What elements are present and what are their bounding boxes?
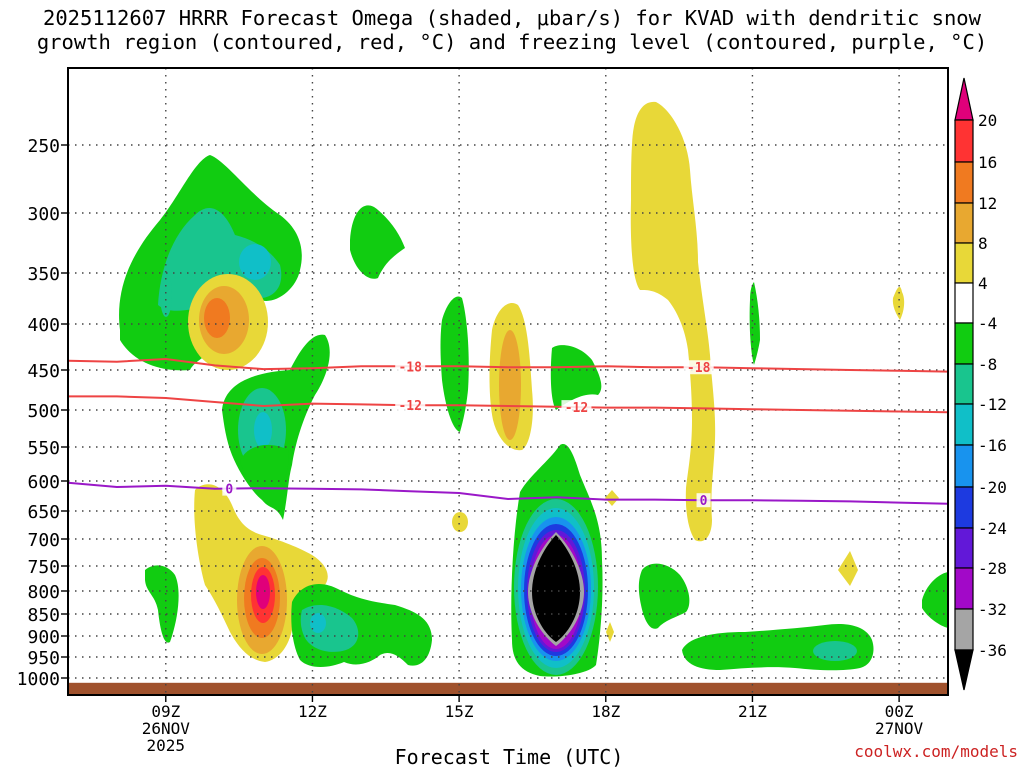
omega-upper-ascent-teal-spot bbox=[160, 273, 172, 317]
omega-column-ascent-green-15z bbox=[440, 296, 469, 432]
contour-label-bg-0-1 bbox=[696, 493, 711, 508]
credit-text: coolwx.com/models bbox=[854, 742, 1018, 761]
x-tick-label-21Z: 21Z bbox=[738, 702, 767, 721]
colorbar-swatch-2 bbox=[954, 202, 974, 244]
y-tick-label-250: 250 bbox=[27, 136, 60, 157]
contour-label--12-0: -12 bbox=[398, 399, 421, 414]
colorbar-swatch-7 bbox=[954, 403, 974, 446]
y-tick-label-850: 850 bbox=[27, 605, 60, 626]
colorbar-swatch-5 bbox=[954, 322, 974, 365]
contour-label-bg--12-1 bbox=[561, 400, 592, 415]
contour-label-0-0: 0 bbox=[225, 483, 233, 498]
x-tick-sublabel-09Z-1: 2025 bbox=[147, 736, 186, 755]
contour-label--18-0: -18 bbox=[398, 360, 422, 375]
colorbar-label-13: -36 bbox=[978, 641, 1007, 660]
colorbar-label-12: -32 bbox=[978, 600, 1007, 619]
omega-descent-speck-18z-a bbox=[605, 490, 619, 506]
omega-ascent-green-13z bbox=[350, 205, 405, 279]
y-tick-label-700: 700 bbox=[27, 530, 60, 551]
y-tick-label-950: 950 bbox=[27, 648, 60, 669]
colorbar-bottom-arrow bbox=[954, 649, 974, 691]
colorbar-label-11: -28 bbox=[978, 559, 1007, 578]
colorbar-swatch-12 bbox=[954, 608, 974, 651]
omega-lowlevel-ascent-green-09z bbox=[145, 565, 179, 643]
colorbar-label-0: 20 bbox=[978, 111, 997, 130]
colorbar-label-7: -12 bbox=[978, 395, 1007, 414]
colorbar-label-6: -8 bbox=[978, 355, 997, 374]
contour-label-0-1: 0 bbox=[700, 494, 708, 509]
colorbar-swatch-6 bbox=[954, 363, 974, 405]
y-tick-label-750: 750 bbox=[27, 557, 60, 578]
chart-title-line-1: 2025112607 HRRR Forecast Omega (shaded, … bbox=[43, 6, 981, 30]
omega-lowlevel-ascent-green-19z bbox=[638, 563, 690, 629]
contour-label-bg-0-0 bbox=[222, 481, 237, 496]
omega-convective-ascent-core bbox=[532, 535, 580, 642]
x-axis-title: Forecast Time (UTC) bbox=[395, 745, 624, 768]
colorbar-label-4: 4 bbox=[978, 274, 988, 293]
contour-label-bg--12-0 bbox=[395, 398, 426, 413]
x-tick-sublabel-09Z-0: 26NOV bbox=[142, 719, 191, 738]
contour-label--12-1: -12 bbox=[565, 401, 588, 416]
omega-lowlevel-ascent-green-edge bbox=[922, 572, 948, 628]
omega-descent-speck-18z-b bbox=[606, 622, 614, 642]
colorbar-label-10: -24 bbox=[978, 519, 1007, 538]
y-tick-label-400: 400 bbox=[27, 315, 60, 336]
contour--18-line bbox=[68, 357, 948, 373]
x-tick-label-12Z: 12Z bbox=[298, 702, 327, 721]
y-tick-label-300: 300 bbox=[27, 204, 60, 225]
colorbar-swatch-11 bbox=[954, 567, 974, 610]
colorbar-label-9: -20 bbox=[978, 478, 1007, 497]
y-tick-label-500: 500 bbox=[27, 401, 60, 422]
colorbar-swatch-4 bbox=[954, 282, 974, 324]
y-tick-label-600: 600 bbox=[27, 472, 60, 493]
colorbar-label-2: 12 bbox=[978, 194, 997, 213]
y-tick-label-650: 650 bbox=[27, 502, 60, 523]
omega-midlevel-ascent-cyan bbox=[254, 412, 272, 448]
omega-lowlevel-descent-magenta bbox=[256, 575, 270, 609]
omega-small-descent-yellow-15z bbox=[452, 512, 468, 532]
ground-strip bbox=[68, 682, 948, 695]
y-tick-label-350: 350 bbox=[27, 264, 60, 285]
omega-lowlevel-ascent-cyan-12z bbox=[310, 613, 326, 633]
colorbar-swatch-9 bbox=[954, 486, 974, 529]
omega-column-descent-gold-16z bbox=[499, 330, 521, 440]
x-tick-label-00Z: 00Z bbox=[885, 702, 914, 721]
colorbar-label-1: 16 bbox=[978, 153, 997, 172]
colorbar-label-3: 8 bbox=[978, 234, 988, 253]
omega-ascent-green-17z-upper bbox=[550, 345, 602, 410]
colorbar-top-arrow bbox=[954, 77, 974, 121]
contour-0-line bbox=[68, 481, 948, 505]
omega-upper-descent-yellow-column bbox=[630, 101, 716, 542]
colorbar-label-8: -16 bbox=[978, 436, 1007, 455]
x-tick-sublabel-00Z-0: 27NOV bbox=[875, 719, 924, 738]
omega-descent-speck-23z bbox=[838, 551, 858, 586]
colorbar-swatch-8 bbox=[954, 444, 974, 488]
contour--12-line bbox=[68, 395, 948, 414]
colorbar-swatch-3 bbox=[954, 242, 974, 284]
colorbar-swatch-1 bbox=[954, 161, 974, 204]
y-tick-label-450: 450 bbox=[27, 361, 60, 382]
contour-label-bg--18-1 bbox=[683, 360, 714, 375]
colorbar-swatch-0 bbox=[954, 119, 974, 163]
y-tick-label-1000: 1000 bbox=[17, 669, 60, 690]
x-tick-label-18Z: 18Z bbox=[591, 702, 620, 721]
omega-upper-ascent-cyan bbox=[239, 244, 271, 280]
chart-title-line-2: growth region (contoured, red, °C) and f… bbox=[36, 30, 988, 54]
y-tick-label-900: 900 bbox=[27, 627, 60, 648]
omega-midlevel-ascent-green-low bbox=[240, 444, 289, 489]
x-tick-label-09Z: 09Z bbox=[151, 702, 180, 721]
colorbar-swatch-10 bbox=[954, 527, 974, 569]
omega-descent-speck-00z bbox=[892, 286, 905, 320]
contour-label-bg--18-0 bbox=[395, 359, 426, 374]
y-tick-label-800: 800 bbox=[27, 582, 60, 603]
omega-descent-orange-400 bbox=[204, 298, 230, 338]
contour-label--18-1: -18 bbox=[687, 361, 711, 376]
colorbar-label-5: -4 bbox=[978, 314, 997, 333]
omega-lowlevel-ascent-teal-23z bbox=[813, 641, 857, 661]
chart-title: 2025112607 HRRR Forecast Omega (shaded, … bbox=[0, 6, 1024, 54]
x-tick-label-15Z: 15Z bbox=[445, 702, 474, 721]
plot-frame bbox=[67, 67, 949, 696]
y-tick-label-550: 550 bbox=[27, 438, 60, 459]
